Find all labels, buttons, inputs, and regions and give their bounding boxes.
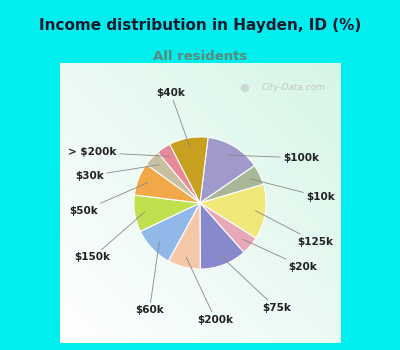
Text: $150k: $150k <box>75 212 145 262</box>
Text: > $200k: > $200k <box>68 147 169 158</box>
Wedge shape <box>134 164 200 203</box>
Text: ●: ● <box>239 83 249 93</box>
Text: $75k: $75k <box>220 255 291 313</box>
Wedge shape <box>134 195 200 231</box>
Text: $60k: $60k <box>135 241 164 315</box>
Text: $50k: $50k <box>69 183 148 216</box>
Text: $30k: $30k <box>75 165 159 181</box>
Wedge shape <box>200 166 264 203</box>
Wedge shape <box>158 144 200 203</box>
Wedge shape <box>200 203 256 252</box>
Wedge shape <box>140 203 200 261</box>
Wedge shape <box>168 203 200 269</box>
Wedge shape <box>200 138 254 203</box>
Text: $10k: $10k <box>250 179 335 202</box>
Text: $100k: $100k <box>229 153 319 163</box>
Wedge shape <box>170 137 208 203</box>
Text: $125k: $125k <box>256 211 333 247</box>
Text: Income distribution in Hayden, ID (%): Income distribution in Hayden, ID (%) <box>39 18 361 33</box>
Wedge shape <box>200 184 266 238</box>
Text: $40k: $40k <box>156 88 190 148</box>
Text: All residents: All residents <box>153 50 247 63</box>
Wedge shape <box>146 152 200 203</box>
Wedge shape <box>200 203 244 269</box>
Text: City-Data.com: City-Data.com <box>262 83 326 92</box>
Text: $200k: $200k <box>186 257 234 325</box>
Text: $20k: $20k <box>243 239 317 272</box>
